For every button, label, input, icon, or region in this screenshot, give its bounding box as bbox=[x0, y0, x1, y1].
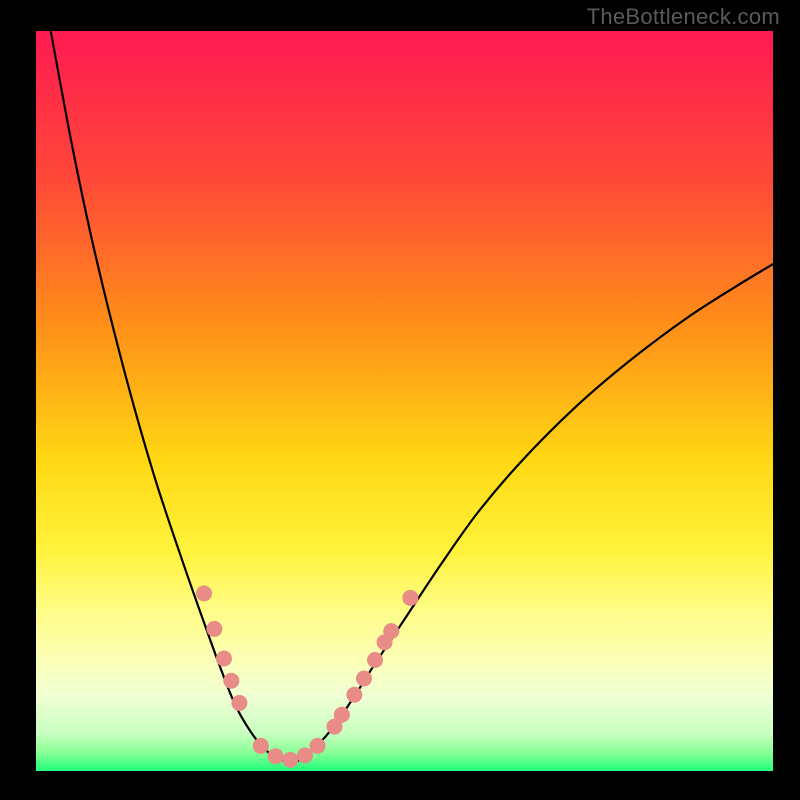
data-marker bbox=[346, 687, 362, 703]
data-marker bbox=[282, 752, 298, 768]
data-marker bbox=[216, 651, 232, 667]
data-marker bbox=[383, 623, 399, 639]
data-marker bbox=[310, 738, 326, 754]
data-marker bbox=[356, 671, 372, 687]
bottleneck-curve-chart bbox=[36, 31, 773, 771]
data-marker bbox=[367, 652, 383, 668]
chart-plot-area bbox=[36, 31, 773, 771]
data-marker bbox=[231, 695, 247, 711]
data-marker bbox=[268, 748, 284, 764]
data-marker bbox=[253, 738, 269, 754]
chart-gradient-background bbox=[36, 31, 773, 771]
data-marker bbox=[334, 707, 350, 723]
data-marker bbox=[402, 590, 418, 606]
data-marker bbox=[196, 585, 212, 601]
watermark-text: TheBottleneck.com bbox=[587, 4, 780, 30]
data-marker bbox=[297, 747, 313, 763]
data-marker bbox=[206, 621, 222, 637]
data-marker bbox=[223, 673, 239, 689]
